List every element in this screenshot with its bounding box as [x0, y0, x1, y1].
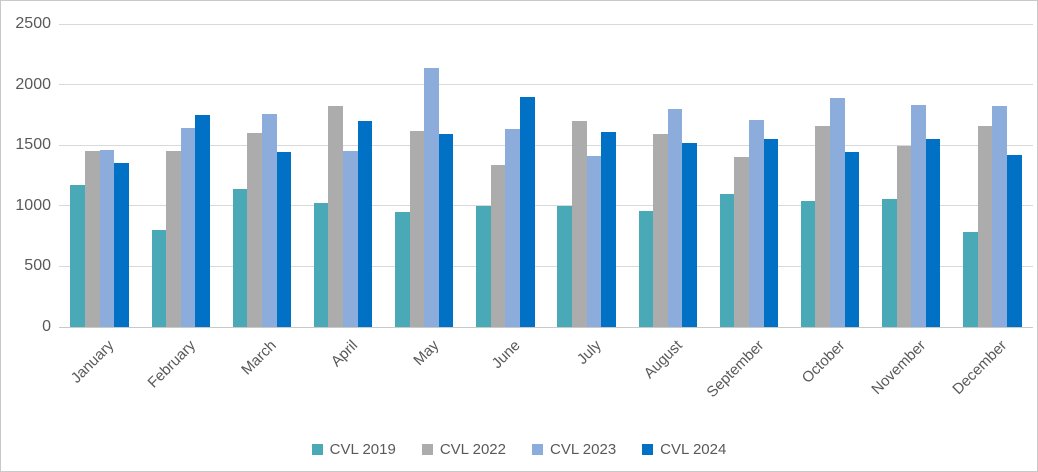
- x-tick-label: August: [640, 337, 686, 383]
- legend-item-cvl-2022: CVL 2022: [421, 441, 506, 458]
- bar-cvl-2022-march: [247, 133, 262, 327]
- bar-cvl-2019-may: [395, 211, 410, 327]
- bar-cvl-2023-october: [830, 97, 845, 327]
- bar-cvl-2023-march: [261, 113, 277, 327]
- bar-cvl-2022-april: [328, 106, 344, 327]
- bar-cvl-2023-september: [748, 119, 764, 327]
- y-tick-label: 500: [24, 257, 51, 275]
- bar-cvl-2022-february: [166, 151, 181, 327]
- bar-cvl-2022-september: [734, 157, 749, 327]
- y-tick-label: 2000: [15, 75, 51, 93]
- bar-cvl-2022-january: [84, 151, 100, 327]
- bar-cvl-2019-july: [557, 205, 572, 327]
- bar-cvl-2024-may: [438, 134, 454, 327]
- legend-label: CVL 2019: [329, 441, 396, 458]
- bar-cvl-2022-november: [896, 146, 912, 327]
- bar-cvl-2024-april: [357, 120, 373, 327]
- y-tick-label: 0: [42, 318, 51, 335]
- bar-cvl-2023-april: [343, 151, 358, 327]
- y-tick-label: 2500: [15, 15, 51, 32]
- bar-cvl-2019-january: [70, 185, 85, 327]
- x-tick-label: April: [327, 337, 362, 371]
- bar-cvl-2023-february: [180, 128, 196, 327]
- bar-cvl-2022-october: [815, 125, 831, 327]
- gridline: [59, 265, 1033, 267]
- bar-cvl-2024-july: [601, 131, 616, 327]
- bar-cvl-2022-august: [653, 134, 668, 327]
- x-tick-label: October: [798, 337, 849, 387]
- x-tick-label: November: [868, 337, 930, 398]
- gridline: [59, 23, 1033, 25]
- legend-swatch-icon: [642, 444, 654, 455]
- gridline: [59, 84, 1033, 86]
- bar-cvl-2023-june: [505, 129, 520, 327]
- legend-swatch-icon: [532, 444, 543, 455]
- bar-cvl-2019-october: [800, 200, 816, 327]
- x-tick-label: March: [238, 337, 280, 379]
- bar-cvl-2019-november: [882, 198, 897, 327]
- bar-cvl-2024-june: [520, 96, 535, 327]
- bar-cvl-2024-november: [925, 139, 941, 327]
- legend-item-cvl-2019: CVL 2019: [311, 441, 396, 458]
- bar-cvl-2023-august: [667, 108, 683, 327]
- gridline: [59, 205, 1033, 207]
- bar-cvl-2024-march: [276, 152, 292, 327]
- x-tick-label: May: [410, 337, 443, 370]
- bar-cvl-2022-july: [571, 120, 587, 327]
- x-tick-label: September: [703, 337, 767, 401]
- x-tick-label: December: [949, 337, 1011, 398]
- x-tick-label: February: [144, 337, 199, 392]
- legend: CVL 2019 CVL 2022 CVL 2023 CVL 2024: [1, 442, 1037, 457]
- bar-cvl-2019-august: [638, 210, 654, 327]
- legend-item-cvl-2023: CVL 2023: [532, 442, 616, 457]
- bar-cvl-2022-december: [977, 125, 993, 327]
- bar-cvl-2024-january: [114, 163, 129, 327]
- y-tick-label: 1000: [15, 196, 51, 214]
- y-tick-label: 1500: [15, 136, 51, 154]
- x-tick-label: July: [573, 337, 605, 368]
- x-tick-label: January: [67, 337, 118, 387]
- bar-cvl-2022-june: [490, 164, 506, 327]
- x-axis-line: [59, 326, 1033, 328]
- bar-cvl-2019-june: [476, 205, 491, 327]
- x-tick-label: June: [488, 337, 524, 373]
- bar-cvl-2019-april: [313, 203, 329, 327]
- bar-cvl-2019-december: [963, 232, 978, 327]
- bar-cvl-2023-december: [992, 106, 1007, 327]
- bar-cvl-2023-july: [586, 156, 602, 327]
- legend-item-cvl-2024: CVL 2024: [642, 442, 726, 457]
- bar-cvl-2024-december: [1007, 154, 1022, 327]
- bar-cvl-2023-november: [911, 105, 926, 327]
- bar-cvl-2023-may: [424, 67, 439, 327]
- legend-label: CVL 2022: [439, 441, 506, 458]
- bar-cvl-2024-september: [763, 139, 779, 327]
- bar-cvl-2024-october: [844, 152, 860, 327]
- legend-label: CVL 2024: [660, 441, 727, 458]
- legend-label: CVL 2023: [550, 441, 617, 458]
- bar-cvl-2019-february: [151, 230, 167, 327]
- bar-cvl-2023-january: [99, 150, 115, 327]
- bar-cvl-2022-may: [409, 130, 425, 327]
- bar-cvl-2024-february: [195, 114, 210, 327]
- gridline: [59, 144, 1033, 146]
- bar-cvl-2019-september: [719, 193, 735, 327]
- bar-cvl-2024-august: [682, 142, 697, 327]
- bar-cvl-2019-march: [232, 188, 248, 327]
- legend-swatch-icon: [311, 444, 323, 455]
- legend-swatch-icon: [421, 444, 433, 455]
